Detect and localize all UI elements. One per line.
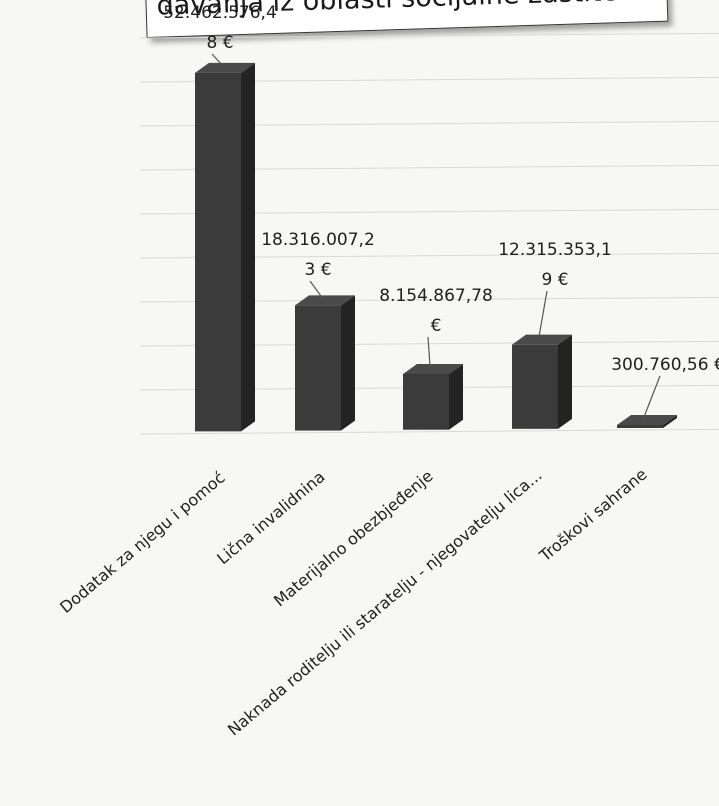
bar <box>512 345 558 429</box>
data-label: 52.462.576,4 <box>163 3 277 23</box>
bar-side <box>558 335 572 429</box>
category-label: Troškovi sahrane <box>535 465 651 566</box>
data-label-leader <box>644 376 660 417</box>
category-label: Lična invalidnina <box>213 467 328 568</box>
data-label: 8.154.867,78 <box>379 286 493 306</box>
bar <box>195 73 241 431</box>
bar-side <box>449 364 463 430</box>
bar-side <box>341 295 355 430</box>
bar-side <box>241 63 255 431</box>
data-label: 8 € <box>206 33 233 53</box>
data-label: 3 € <box>304 260 331 280</box>
data-label-leader <box>310 281 322 297</box>
data-label-leader <box>539 291 547 337</box>
data-label: 12.315.353,1 <box>498 240 612 260</box>
data-label: 300.760,56 € <box>611 355 719 375</box>
data-label: € <box>431 316 442 336</box>
bar <box>617 425 663 428</box>
bar <box>295 305 341 430</box>
data-label: 9 € <box>541 270 568 290</box>
bar <box>403 374 449 430</box>
data-label: 18.316.007,2 <box>261 230 375 250</box>
data-label-leader <box>428 337 430 366</box>
category-label: Dodatak za njegu i pomoć <box>56 468 229 617</box>
